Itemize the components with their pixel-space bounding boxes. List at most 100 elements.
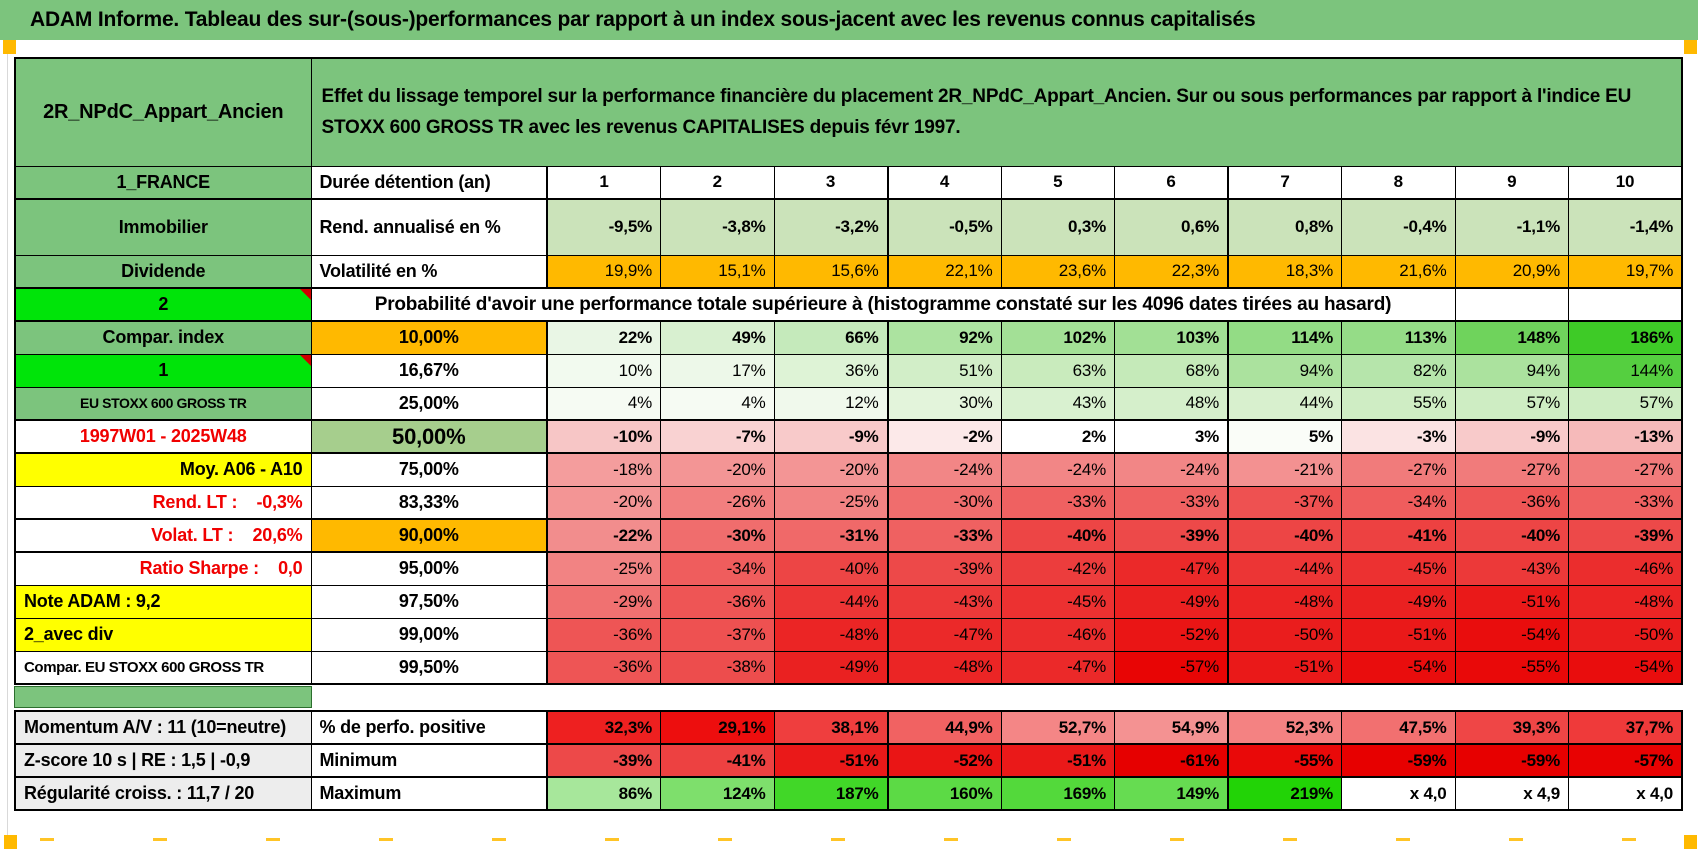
value-cell[interactable]: 22% xyxy=(546,320,661,355)
value-cell[interactable]: 18,3% xyxy=(1227,254,1342,289)
value-cell[interactable]: -24% xyxy=(1114,452,1229,487)
value-cell[interactable]: -43% xyxy=(886,584,1002,619)
value-cell[interactable]: -51% xyxy=(1341,617,1456,652)
value-cell[interactable]: -47% xyxy=(1114,551,1229,586)
row-label[interactable]: EU STOXX 600 GROSS TR xyxy=(14,386,312,421)
description-cell[interactable]: Effet du lissage temporel sur la perform… xyxy=(310,57,1683,167)
value-cell[interactable]: -18% xyxy=(546,452,661,487)
row-label[interactable]: Dividende xyxy=(14,254,312,289)
value-cell[interactable]: -48% xyxy=(773,617,888,652)
value-cell[interactable]: 1 xyxy=(546,165,661,200)
value-cell[interactable]: -59% xyxy=(1341,743,1456,778)
value-cell[interactable]: 22,1% xyxy=(886,254,1002,289)
value-cell[interactable]: -33% xyxy=(1568,485,1683,520)
row-metric[interactable]: 50,00% xyxy=(310,419,548,454)
value-cell[interactable]: 15,1% xyxy=(660,254,775,289)
value-cell[interactable]: -44% xyxy=(1227,551,1342,586)
value-cell[interactable]: 38,1% xyxy=(773,710,888,745)
value-cell[interactable]: 17% xyxy=(660,353,775,388)
value-cell[interactable]: -39% xyxy=(1568,518,1683,553)
row-label[interactable]: 2 xyxy=(14,287,312,322)
row-metric[interactable]: Maximum xyxy=(310,776,548,811)
value-cell[interactable]: -41% xyxy=(660,743,775,778)
value-cell[interactable]: 54,9% xyxy=(1114,710,1229,745)
value-cell[interactable]: -39% xyxy=(1114,518,1229,553)
row-label[interactable]: Régularité croiss. : 11,7 / 20 xyxy=(14,776,312,811)
value-cell[interactable]: -1,4% xyxy=(1568,198,1683,256)
value-cell[interactable]: -44% xyxy=(773,584,888,619)
value-cell[interactable]: -25% xyxy=(546,551,661,586)
value-cell[interactable]: -39% xyxy=(886,551,1002,586)
value-cell[interactable]: 51% xyxy=(886,353,1002,388)
value-cell[interactable]: -9% xyxy=(773,419,888,454)
value-cell[interactable]: 4% xyxy=(546,386,661,421)
value-cell[interactable]: 3% xyxy=(1114,419,1229,454)
value-cell[interactable]: -40% xyxy=(1000,518,1115,553)
value-cell[interactable]: -50% xyxy=(1227,617,1342,652)
value-cell[interactable]: -37% xyxy=(1227,485,1342,520)
row-metric[interactable]: 97,50% xyxy=(310,584,548,619)
value-cell[interactable]: 48% xyxy=(1114,386,1229,421)
value-cell[interactable]: 29,1% xyxy=(660,710,775,745)
value-cell[interactable]: 3 xyxy=(773,165,888,200)
value-cell[interactable]: -50% xyxy=(1568,617,1683,652)
value-cell[interactable]: -36% xyxy=(546,650,661,685)
row-metric[interactable]: Rend. annualisé en % xyxy=(310,198,548,256)
value-cell[interactable]: -7% xyxy=(660,419,775,454)
value-cell[interactable]: 49% xyxy=(660,320,775,355)
value-cell[interactable]: 20,9% xyxy=(1454,254,1569,289)
value-cell[interactable]: 43% xyxy=(1000,386,1115,421)
value-cell[interactable]: 63% xyxy=(1000,353,1115,388)
value-cell[interactable]: -36% xyxy=(660,584,775,619)
value-cell[interactable]: 9 xyxy=(1454,165,1569,200)
value-cell[interactable]: -40% xyxy=(773,551,888,586)
row-metric[interactable]: Volatilité en % xyxy=(310,254,548,289)
value-cell[interactable]: 5 xyxy=(1000,165,1115,200)
value-cell[interactable]: 102% xyxy=(1000,320,1115,355)
value-cell[interactable]: -57% xyxy=(1568,743,1683,778)
empty-cell[interactable] xyxy=(1568,287,1683,322)
value-cell[interactable]: 66% xyxy=(773,320,888,355)
value-cell[interactable]: 149% xyxy=(1114,776,1229,811)
value-cell[interactable]: x 4,9 xyxy=(1454,776,1569,811)
value-cell[interactable]: 4% xyxy=(660,386,775,421)
value-cell[interactable]: 30% xyxy=(886,386,1002,421)
value-cell[interactable]: -57% xyxy=(1114,650,1229,685)
row-label[interactable]: Immobilier xyxy=(14,198,312,256)
value-cell[interactable]: 113% xyxy=(1341,320,1456,355)
value-cell[interactable]: -46% xyxy=(1568,551,1683,586)
value-cell[interactable]: -46% xyxy=(1000,617,1115,652)
value-cell[interactable]: -34% xyxy=(660,551,775,586)
value-cell[interactable]: 7 xyxy=(1227,165,1342,200)
value-cell[interactable]: -30% xyxy=(660,518,775,553)
value-cell[interactable]: -49% xyxy=(1341,584,1456,619)
row-metric[interactable]: % de perfo. positive xyxy=(310,710,548,745)
value-cell[interactable]: 52,3% xyxy=(1227,710,1342,745)
value-cell[interactable]: 55% xyxy=(1341,386,1456,421)
value-cell[interactable]: -51% xyxy=(1454,584,1569,619)
value-cell[interactable]: 5% xyxy=(1227,419,1342,454)
value-cell[interactable]: 23,6% xyxy=(1000,254,1115,289)
value-cell[interactable]: -54% xyxy=(1454,617,1569,652)
value-cell[interactable]: -36% xyxy=(1454,485,1569,520)
value-cell[interactable]: -52% xyxy=(1114,617,1229,652)
value-cell[interactable]: -20% xyxy=(773,452,888,487)
value-cell[interactable]: 92% xyxy=(886,320,1002,355)
value-cell[interactable]: -55% xyxy=(1227,743,1342,778)
row-metric[interactable]: 95,00% xyxy=(310,551,548,586)
value-cell[interactable]: -38% xyxy=(660,650,775,685)
value-cell[interactable]: 44,9% xyxy=(886,710,1002,745)
value-cell[interactable]: 8 xyxy=(1341,165,1456,200)
row-label[interactable]: Z-score 10 s | RE : 1,5 | -0,9 xyxy=(14,743,312,778)
value-cell[interactable]: -22% xyxy=(546,518,661,553)
value-cell[interactable]: -25% xyxy=(773,485,888,520)
value-cell[interactable]: -9,5% xyxy=(546,198,661,256)
value-cell[interactable]: 32,3% xyxy=(546,710,661,745)
value-cell[interactable]: -36% xyxy=(546,617,661,652)
value-cell[interactable]: 160% xyxy=(886,776,1002,811)
value-cell[interactable]: -24% xyxy=(1000,452,1115,487)
value-cell[interactable]: 12% xyxy=(773,386,888,421)
row-label[interactable]: Volat. LT : 20,6% xyxy=(14,518,312,553)
value-cell[interactable]: 94% xyxy=(1454,353,1569,388)
value-cell[interactable]: -59% xyxy=(1454,743,1569,778)
